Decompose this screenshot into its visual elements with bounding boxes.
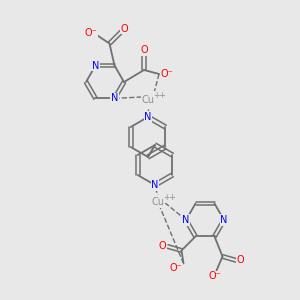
Text: ++: ++ xyxy=(154,92,166,100)
Text: O: O xyxy=(159,242,166,251)
Text: O: O xyxy=(121,23,128,34)
Text: O⁻: O⁻ xyxy=(169,263,182,274)
Text: N: N xyxy=(144,112,152,122)
Text: O⁻: O⁻ xyxy=(160,69,173,79)
Text: ++: ++ xyxy=(164,194,176,202)
Text: N: N xyxy=(111,94,118,103)
Text: N: N xyxy=(220,215,228,225)
Text: N: N xyxy=(92,61,99,70)
Text: N: N xyxy=(151,180,159,190)
Text: O⁻: O⁻ xyxy=(84,28,97,38)
Text: O: O xyxy=(237,256,244,266)
Text: Cu: Cu xyxy=(142,95,154,105)
Text: N: N xyxy=(182,215,190,225)
Text: Cu: Cu xyxy=(152,197,164,207)
Text: O: O xyxy=(140,45,148,55)
Text: O⁻: O⁻ xyxy=(208,272,221,281)
